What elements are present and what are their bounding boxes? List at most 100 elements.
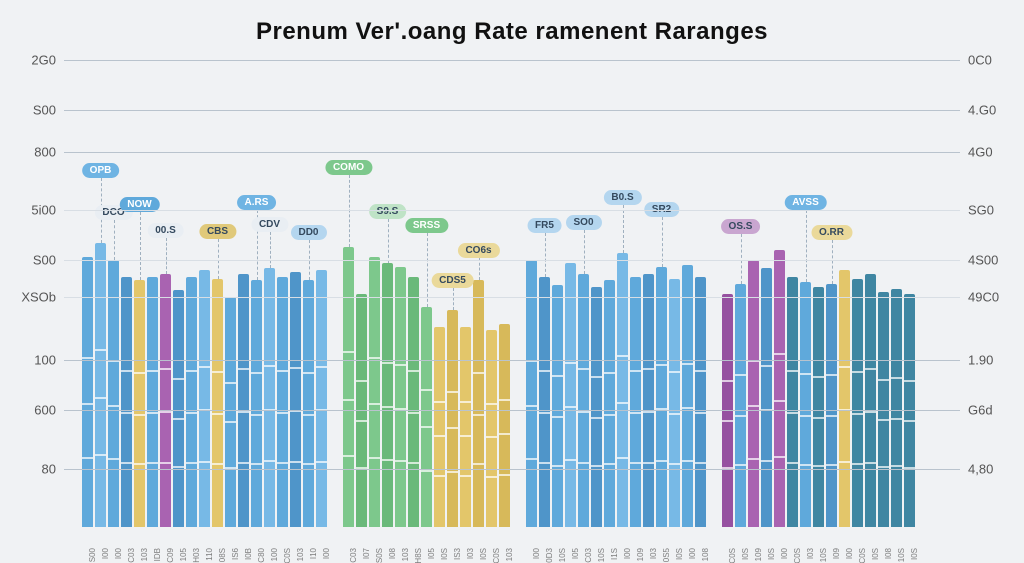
x-tick-label: 108 (701, 548, 710, 561)
y-tick-right: 49C0 (968, 289, 1008, 304)
callout-pill: CDS5 (431, 273, 474, 288)
bar (591, 287, 602, 527)
callout-pill: SO0 (565, 215, 601, 230)
bar (604, 280, 615, 527)
bar (682, 265, 693, 527)
bar (578, 274, 589, 528)
x-tick-label: I05 (427, 548, 436, 559)
callout-leader (806, 210, 807, 282)
x-tick-label: 0D3 (545, 548, 554, 563)
bar (813, 287, 824, 527)
grid-line (64, 410, 960, 411)
x-tick-label: C0S (728, 548, 737, 563)
x-tick-label: I0S (741, 548, 750, 560)
bar (617, 253, 628, 527)
callout-pill: FR5 (527, 218, 562, 233)
x-tick-label: I09 (832, 548, 841, 559)
bar (630, 277, 641, 527)
x-tick-label: I03 (649, 548, 658, 559)
y-tick-left: 600 (16, 403, 56, 418)
y-tick-right: 0C0 (968, 53, 1008, 68)
callout-leader (584, 230, 585, 274)
x-tick-label: I07 (362, 548, 371, 559)
callout-pill: CO6s (457, 243, 499, 258)
x-tick-label: I0S (440, 548, 449, 560)
x-tick-label: 110 (205, 548, 214, 561)
bar (839, 270, 850, 527)
grid-line (64, 469, 960, 470)
x-tick-label: 10S (897, 548, 906, 562)
x-tick-label: I00 (114, 548, 123, 559)
bar (865, 274, 876, 528)
x-tick-label: 10S (558, 548, 567, 562)
x-tick-label: I0S (871, 548, 880, 560)
x-tick-label: C03 (349, 548, 358, 563)
bar (800, 282, 811, 527)
bar (382, 263, 393, 527)
x-tick-label: 100 (270, 548, 279, 561)
callout-pill: B0.S (603, 190, 641, 205)
x-tick-label: 103 (401, 548, 410, 561)
y-tick-right: 4S00 (968, 253, 1008, 268)
x-tick-label: 103 (296, 548, 305, 561)
x-tick-label: I0S (675, 548, 684, 560)
bar (643, 274, 654, 528)
x-tick-label: I03 (466, 548, 475, 559)
callout-leader (623, 205, 624, 253)
bar (852, 279, 863, 528)
y-tick-right: G6d (968, 403, 1008, 418)
x-tick-label: I0S (910, 548, 919, 560)
x-tick-label: H03 (192, 548, 201, 563)
callout-pill: CDV (251, 217, 288, 232)
y-tick-left: 100 (16, 353, 56, 368)
x-tick-label: 109 (754, 548, 763, 561)
bar (160, 274, 171, 528)
bar (134, 280, 145, 527)
x-tick-label: 08S (218, 548, 227, 562)
x-tick-label: IS6 (231, 548, 240, 560)
bar (95, 243, 106, 527)
y-tick-left: 5i00 (16, 203, 56, 218)
callout-leader (388, 219, 389, 263)
bar (774, 250, 785, 527)
bar (199, 270, 210, 527)
bar (277, 277, 288, 527)
callout-leader (453, 288, 454, 310)
bar (891, 289, 902, 528)
bar (565, 263, 576, 527)
bar (290, 272, 301, 527)
y-tick-left: XSOb (16, 289, 56, 304)
x-tick-label: I10 (309, 548, 318, 559)
bar (748, 260, 759, 527)
x-tick-label: C0S (858, 548, 867, 563)
callout-leader (140, 212, 141, 280)
x-tick-label: C03 (127, 548, 136, 563)
bar (251, 280, 262, 527)
bar (121, 277, 132, 527)
callout-pill: OPB (82, 163, 120, 178)
x-tick-label: I00 (322, 548, 331, 559)
x-tick-label: I05 (571, 548, 580, 559)
x-tick-label: IDB (153, 548, 162, 561)
bar (238, 274, 249, 528)
bar (421, 307, 432, 527)
y-tick-left: S00 (16, 103, 56, 118)
x-tick-label: I00 (101, 548, 110, 559)
callout-pill: OS.S (721, 219, 761, 234)
callout-pill: DD0 (290, 225, 326, 240)
x-tick-label: IS3 (453, 548, 462, 560)
x-tick-label: I0S (479, 548, 488, 560)
bar (447, 310, 458, 527)
x-tick-label: C03 (584, 548, 593, 563)
grid-line (64, 60, 960, 61)
bar (173, 290, 184, 527)
x-tick-label: S0S (375, 548, 384, 563)
callout-pill: O.RR (811, 225, 852, 240)
bar (499, 324, 510, 527)
bar (434, 327, 445, 527)
x-tick-label: 105 (179, 548, 188, 561)
x-ticks: S00I00I00C03103IDBC09105H0311008SIS6I0BC… (64, 527, 960, 557)
x-tick-label: C0S (793, 548, 802, 563)
x-tick-label: I00 (623, 548, 632, 559)
bar (473, 280, 484, 527)
